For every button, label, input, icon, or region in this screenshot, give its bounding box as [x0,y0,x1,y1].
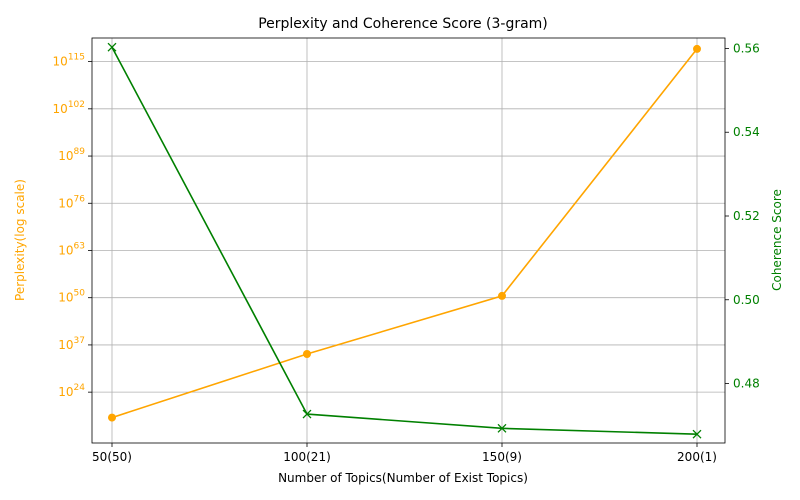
right-tick-label: 0.52 [733,209,760,223]
left-tick-label: 1037 [58,336,85,352]
coherence-point [302,409,312,419]
chart-title: Perplexity and Coherence Score (3-gram) [258,16,548,32]
x-tick-label: 50(50) [92,450,132,464]
right-tick-label: 0.54 [733,125,760,139]
right-tick-label: 0.56 [733,41,760,55]
coherence-point [497,423,507,433]
left-tick-label: 1063 [58,241,85,257]
perplexity-point [303,350,311,359]
coherence-point [107,42,117,52]
coherence-point [692,429,702,439]
x-tick-label: 150(9) [482,450,522,464]
perplexity-line [111,48,698,419]
left-tick-label: 1024 [58,383,85,399]
x-axis-label: Number of Topics(Number of Exist Topics) [278,471,528,485]
right-axis-label: Coherence Score [770,189,784,291]
left-tick-label: 10102 [53,100,85,116]
left-tick-label: 10115 [53,53,85,69]
plot-frame [91,37,726,444]
plot-area: 50(50) 100(21) 150(9) 200(1) 1024 1037 1050 106… [53,37,760,464]
x-tick-label: 200(1) [677,450,717,464]
left-tick-label: 1076 [58,194,85,210]
perplexity-point [498,291,506,300]
coherence-line [111,46,698,436]
perplexity-point [693,44,701,53]
perplexity-point [108,413,116,422]
right-tick-label: 0.50 [733,293,760,307]
left-tick-label: 1089 [58,147,85,163]
right-tick-label: 0.48 [733,377,760,391]
x-tick-label: 100(21) [283,450,331,464]
left-tick-label: 1050 [58,289,85,305]
left-axis-label: Perplexity(log scale) [13,179,27,301]
